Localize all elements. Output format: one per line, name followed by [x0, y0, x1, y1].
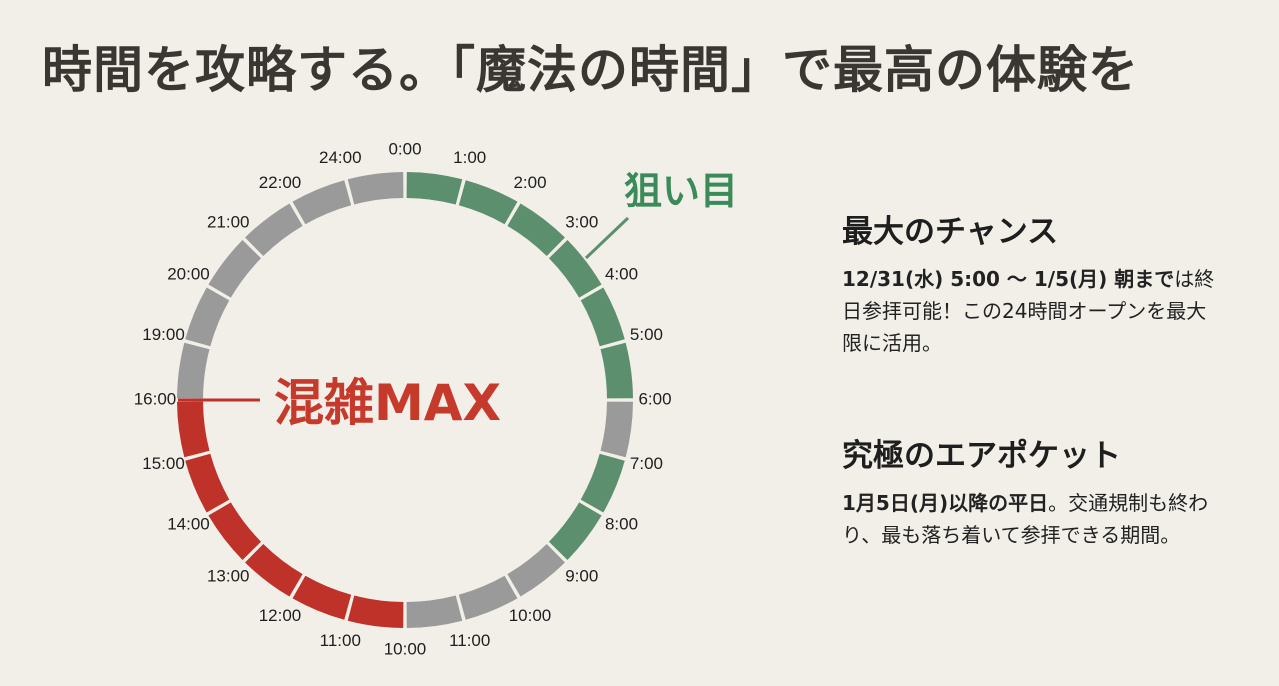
- tick-label: 10:00: [384, 639, 427, 658]
- ring-segment-target: [548, 502, 602, 560]
- ring-segment-crowded: [208, 502, 262, 560]
- tick-label: 3:00: [565, 213, 598, 232]
- tick-label: 4:00: [605, 264, 638, 283]
- tick-label: 12:00: [259, 606, 302, 625]
- ring-segment-normal: [347, 172, 404, 205]
- ring-segment-target: [600, 342, 633, 399]
- ring-segment-normal: [208, 240, 262, 298]
- tick-label: 0:00: [388, 139, 421, 158]
- best-chance-highlight: 12/31(水) 5:00 ～ 1/5(月) 朝まで: [842, 267, 1175, 291]
- ring-segment-crowded: [292, 575, 352, 620]
- best-chance-body: 12/31(水) 5:00 ～ 1/5(月) 朝までは終日参拝可能！この24時間…: [842, 263, 1222, 359]
- tick-label: 7:00: [630, 454, 663, 473]
- ring-segment-crowded: [177, 401, 210, 458]
- tick-label: 2:00: [513, 173, 546, 192]
- tick-label: 16:00: [134, 389, 177, 408]
- tick-label: 9:00: [565, 566, 598, 585]
- target-callout: 狙い目: [624, 169, 738, 213]
- air-pocket-panel: 究極のエアポケット 1月5日(月)以降の平日。交通規制も終わり、最も落ち着いて参…: [842, 430, 1222, 551]
- segment-layer: [177, 172, 633, 628]
- tick-label: 13:00: [207, 566, 250, 585]
- air-pocket-heading: 究極のエアポケット: [842, 438, 1121, 474]
- ring-segment-target: [548, 240, 602, 298]
- ring-segment-crowded: [347, 595, 404, 628]
- crowded-callout: 混雑MAX: [274, 374, 501, 432]
- ring-segment-target: [507, 203, 565, 257]
- air-pocket-text: 。交通規制も終わり、最も落ち着いて参拝できる期間。: [842, 491, 1209, 547]
- ring-segment-crowded: [245, 543, 303, 597]
- target-callout-line: [584, 216, 630, 260]
- air-pocket-body: 1月5日(月)以降の平日。交通規制も終わり、最も落ち着いて参拝できる期間。: [842, 487, 1222, 551]
- ring-segment-target: [580, 287, 625, 347]
- ring-segment-normal: [185, 287, 230, 347]
- best-chance-heading: 最大のチャンス: [842, 214, 1059, 250]
- best-chance-panel: 最大のチャンス 12/31(水) 5:00 ～ 1/5(月) 朝までは終日参拝可…: [842, 206, 1222, 359]
- tick-label: 8:00: [605, 514, 638, 533]
- ring-segment-target: [458, 180, 518, 225]
- best-chance-text: は終日参拝可能！この24時間オープンを最大限に活用。: [842, 267, 1215, 355]
- tick-label: 24:00: [319, 148, 362, 167]
- time-wheel-chart: 0:00 1:00 2:00 3:00 4:00 5:00 6:00 7:00 8:00 9:00…: [134, 139, 738, 658]
- ring-segment-normal: [177, 342, 210, 399]
- tick-label: 5:00: [630, 325, 663, 344]
- page-title: 時間を攻略する。「魔法の時間」で最高の体験を: [42, 40, 1139, 99]
- tick-label: 20:00: [167, 264, 210, 283]
- tick-label: 11:00: [449, 631, 490, 650]
- tick-label-layer: 0:00 1:00 2:00 3:00 4:00 5:00 6:00 7:00 8:00 9:00…: [134, 139, 672, 658]
- ring-segment-target: [580, 453, 625, 513]
- air-pocket-highlight: 1月5日(月)以降の平日: [842, 491, 1049, 515]
- tick-label: 15:00: [142, 454, 185, 473]
- tick-label: 11:00: [320, 631, 361, 650]
- tick-label: 14:00: [167, 514, 210, 533]
- tick-label: 6:00: [638, 389, 671, 408]
- tick-label: 19:00: [142, 325, 185, 344]
- ring-segment-crowded: [185, 453, 230, 513]
- ring-segment-normal: [458, 575, 518, 620]
- tick-label: 21:00: [207, 213, 250, 232]
- ring-segment-normal: [245, 203, 303, 257]
- ring-segment-normal: [600, 401, 633, 458]
- ring-segment-normal: [507, 543, 565, 597]
- tick-label: 1:00: [453, 148, 486, 167]
- ring-segment-normal: [292, 180, 352, 225]
- ring-segment-normal: [406, 595, 463, 628]
- tick-label: 22:00: [259, 173, 302, 192]
- ring-segment-target: [406, 172, 463, 205]
- tick-label: 10:00: [509, 606, 552, 625]
